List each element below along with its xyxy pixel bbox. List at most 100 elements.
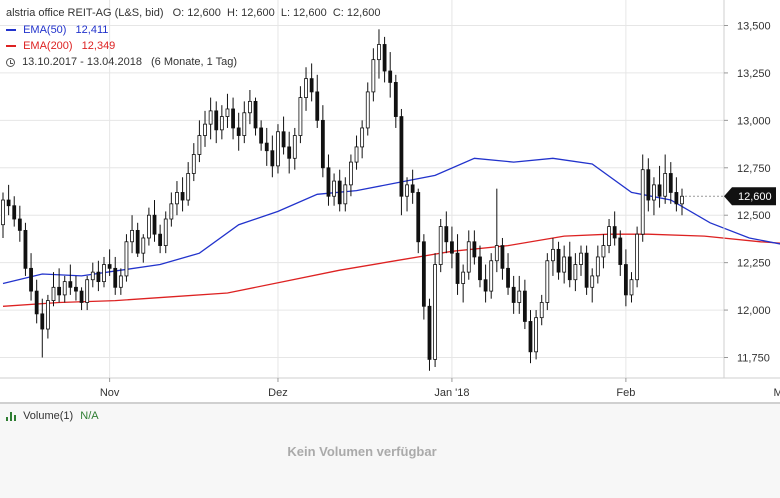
candle xyxy=(1,192,5,238)
candle-body-down xyxy=(315,91,320,121)
candle-body-down xyxy=(337,180,342,205)
candle xyxy=(152,200,157,242)
candle-body-down xyxy=(567,256,572,281)
candle-body-up xyxy=(365,91,370,129)
candle-body-down xyxy=(40,313,45,330)
legend-ema200[interactable]: EMA(200) 12,349 xyxy=(6,39,115,53)
candle-body-up xyxy=(601,245,606,258)
candle-body-up xyxy=(652,184,656,201)
candle-body-up xyxy=(163,218,168,246)
candle xyxy=(444,211,449,254)
candle-body-up xyxy=(292,135,297,159)
ema50-label: EMA(50) xyxy=(23,24,67,36)
candle xyxy=(466,230,471,280)
candle xyxy=(629,272,634,303)
candle-body-down xyxy=(281,131,286,148)
candle-body-down xyxy=(113,267,118,288)
candle xyxy=(433,253,437,367)
candle xyxy=(96,260,101,292)
candle xyxy=(74,275,78,301)
candle-body-down xyxy=(444,226,449,243)
candle-body-down xyxy=(421,241,426,307)
candle-body-up xyxy=(276,131,280,167)
candle-body-down xyxy=(264,142,269,152)
ema200-line xyxy=(2,233,780,307)
candle xyxy=(354,135,359,170)
x-tick-label: Feb xyxy=(616,387,635,399)
candle-body-up xyxy=(248,100,252,114)
candle xyxy=(522,279,527,330)
date-range[interactable]: 13.10.2017 - 13.04.2018 (6 Monate, 1 Tag… xyxy=(6,55,237,69)
axes: 11,750 12,000 12,250 12,500 12,750 13,000 13,2… xyxy=(0,0,780,404)
candle xyxy=(349,154,353,197)
candle xyxy=(427,298,432,371)
y-tick-label: 11,750 xyxy=(737,353,770,365)
candle xyxy=(640,154,645,242)
candle xyxy=(612,211,617,246)
candle-body-up xyxy=(130,229,134,243)
candle xyxy=(595,245,600,284)
candle xyxy=(668,162,673,204)
candle-body-down xyxy=(253,100,258,129)
candle xyxy=(674,177,679,212)
candle-body-up xyxy=(175,192,179,205)
candle xyxy=(556,241,561,280)
candle xyxy=(12,196,17,227)
ohlc-readout: O: 12,600 H: 12,600 L: 12,600 C: 12,600 xyxy=(172,7,381,19)
candle-body-down xyxy=(6,199,11,207)
candle xyxy=(113,256,118,295)
candle-body-down xyxy=(34,290,39,315)
candle-body-up xyxy=(208,110,213,125)
candle xyxy=(304,67,308,111)
candle-body-up xyxy=(595,256,600,277)
candle xyxy=(511,275,516,314)
candle xyxy=(326,154,331,206)
candle-body-up xyxy=(343,184,348,205)
legend-ema50[interactable]: EMA(50) 12,411 xyxy=(6,23,108,37)
candle xyxy=(141,234,146,263)
candle-body-up xyxy=(1,199,5,226)
ema200-value: 12,349 xyxy=(81,40,116,52)
candle xyxy=(371,48,376,102)
candle-body-up xyxy=(219,116,224,131)
candle-body-down xyxy=(511,286,516,303)
x-tick-label: Dez xyxy=(268,387,288,399)
candle xyxy=(410,169,415,204)
candle xyxy=(399,108,404,216)
candle xyxy=(17,205,22,242)
candle xyxy=(45,294,50,339)
candle xyxy=(29,253,33,301)
candle-body-down xyxy=(668,173,673,193)
period-text: (6 Monate, 1 Tag) xyxy=(151,56,238,68)
candle xyxy=(298,86,303,144)
candle-body-up xyxy=(635,233,640,281)
candle-body-up xyxy=(573,264,578,281)
candle-body-up xyxy=(629,279,634,296)
candle-body-up xyxy=(85,279,90,303)
clock-icon xyxy=(6,57,15,67)
candle-body-up xyxy=(438,226,443,265)
candle xyxy=(601,234,606,269)
candle xyxy=(163,211,168,254)
candle-body-down xyxy=(231,108,235,129)
candle-body-down xyxy=(455,252,460,284)
price-chart[interactable]: 11,750 12,000 12,250 12,500 12,750 13,000 13,2… xyxy=(0,0,780,404)
candle xyxy=(478,245,482,288)
candle-body-down xyxy=(556,248,561,273)
candle xyxy=(180,177,185,212)
candle-body-down xyxy=(12,205,17,220)
candle xyxy=(590,268,595,303)
candle xyxy=(79,287,84,311)
candle-body-down xyxy=(214,110,219,131)
volume-legend[interactable]: Volume(1) N/A xyxy=(6,410,99,422)
candle-body-down xyxy=(522,290,527,322)
candle xyxy=(208,97,213,140)
candle-body-down xyxy=(382,44,387,72)
y-tick-label: 12,750 xyxy=(737,163,771,175)
candle-body-up xyxy=(640,169,645,235)
candle xyxy=(107,249,112,276)
candle xyxy=(186,162,191,206)
candle-body-up xyxy=(186,173,191,201)
candle-body-up xyxy=(466,241,471,273)
candle xyxy=(646,158,651,212)
